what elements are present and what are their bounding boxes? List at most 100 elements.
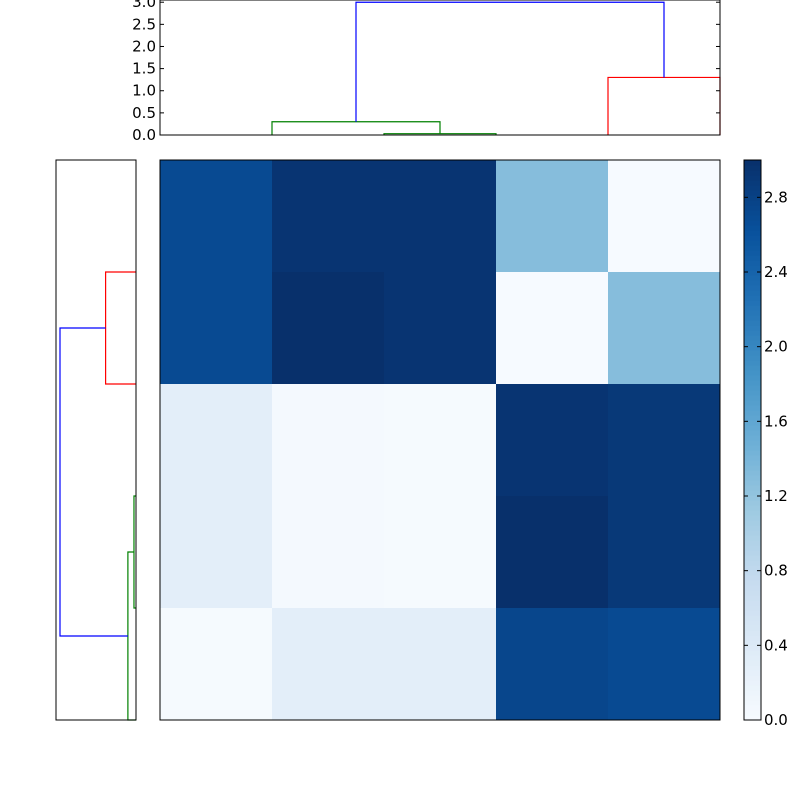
colorbar-step-30 xyxy=(744,565,761,571)
heatmap-cell-0-3 xyxy=(496,160,609,273)
colorbar-ticks: 0.0 0.4 0.8 1.2 1.6 2.0 2.4 2.8 xyxy=(744,188,788,729)
colorbar-step-51 xyxy=(744,460,761,466)
colorbar-step-93 xyxy=(744,250,761,256)
colorbar-step-26 xyxy=(744,585,761,591)
colorbar-step-74 xyxy=(744,345,761,351)
left-dendrogram-link-4 xyxy=(59,327,128,637)
colorbar-step-61 xyxy=(744,410,761,416)
colorbar-step-50 xyxy=(744,465,761,471)
colorbar-step-5 xyxy=(744,690,761,696)
colorbar-step-80 xyxy=(744,315,761,321)
colorbar-step-19 xyxy=(744,620,761,626)
heatmap-cell-4-3 xyxy=(496,608,609,721)
colorbar-step-88 xyxy=(744,275,761,281)
colorbar-step-16 xyxy=(744,635,761,641)
heatmap-cell-2-4 xyxy=(608,384,721,497)
colorbar-step-92 xyxy=(744,255,761,261)
colorbar-step-10 xyxy=(744,665,761,671)
heatmap-cell-2-3 xyxy=(496,384,609,497)
colorbar-tick-label-1: 0.4 xyxy=(764,636,788,654)
colorbar-step-67 xyxy=(744,380,761,386)
colorbar-tick-label-5: 2.0 xyxy=(764,338,788,356)
colorbar-step-111 xyxy=(744,160,761,166)
heatmap-cells xyxy=(160,160,721,721)
colorbar-step-58 xyxy=(744,425,761,431)
colorbar-tick-label-3: 1.2 xyxy=(764,487,788,505)
top-dendrogram: 0.0 0.5 1.0 1.5 2.0 2.5 3.0 xyxy=(132,0,721,144)
colorbar-step-100 xyxy=(744,215,761,221)
colorbar-step-2 xyxy=(744,705,761,711)
top-dendrogram-y-axis: 0.0 0.5 1.0 1.5 2.0 2.5 3.0 xyxy=(132,0,720,144)
colorbar-step-6 xyxy=(744,685,761,691)
colorbar-step-82 xyxy=(744,305,761,311)
top-y-tick-label-0: 0.0 xyxy=(132,126,156,144)
colorbar-step-69 xyxy=(744,370,761,376)
left-dendrogram xyxy=(55,159,137,721)
colorbar-step-43 xyxy=(744,500,761,506)
colorbar-step-1 xyxy=(744,710,761,716)
heatmap-cell-0-0 xyxy=(160,160,273,273)
colorbar-step-25 xyxy=(744,590,761,596)
heatmap-cell-1-1 xyxy=(272,272,385,385)
colorbar-step-33 xyxy=(744,550,761,556)
colorbar-step-81 xyxy=(744,310,761,316)
colorbar-step-8 xyxy=(744,675,761,681)
colorbar: 0.0 0.4 0.8 1.2 1.6 2.0 2.4 2.8 xyxy=(743,159,788,729)
colorbar-step-27 xyxy=(744,580,761,586)
colorbar-step-46 xyxy=(744,485,761,491)
colorbar-step-36 xyxy=(744,535,761,541)
colorbar-step-23 xyxy=(744,600,761,606)
heatmap-cell-3-4 xyxy=(608,496,721,609)
colorbar-step-73 xyxy=(744,350,761,356)
colorbar-step-79 xyxy=(744,320,761,326)
colorbar-step-45 xyxy=(744,490,761,496)
colorbar-step-3 xyxy=(744,700,761,706)
colorbar-step-31 xyxy=(744,560,761,566)
top-y-tick-label-6: 3.0 xyxy=(132,0,156,11)
heatmap-cell-0-4 xyxy=(608,160,721,273)
colorbar-step-99 xyxy=(744,220,761,226)
colorbar-step-97 xyxy=(744,230,761,236)
colorbar-step-15 xyxy=(744,640,761,646)
heatmap-cell-1-0 xyxy=(160,272,273,385)
heatmap-cell-2-2 xyxy=(384,384,497,497)
colorbar-step-47 xyxy=(744,480,761,486)
heatmap-cell-2-1 xyxy=(272,384,385,497)
heatmap-cell-0-2 xyxy=(384,160,497,273)
colorbar-step-85 xyxy=(744,290,761,296)
colorbar-tick-label-0: 0.0 xyxy=(764,711,788,729)
colorbar-step-98 xyxy=(744,225,761,231)
top-dendrogram-frame xyxy=(159,0,721,136)
colorbar-step-75 xyxy=(744,340,761,346)
heatmap-cell-0-1 xyxy=(272,160,385,273)
heatmap-frame xyxy=(159,159,721,721)
colorbar-step-35 xyxy=(744,540,761,546)
colorbar-step-52 xyxy=(744,455,761,461)
colorbar-step-68 xyxy=(744,375,761,381)
colorbar-step-91 xyxy=(744,260,761,266)
colorbar-step-64 xyxy=(744,395,761,401)
heatmap-cell-4-2 xyxy=(384,608,497,721)
colorbar-tick-label-4: 1.6 xyxy=(764,412,788,430)
heatmap-cell-4-4 xyxy=(608,608,721,721)
colorbar-step-41 xyxy=(744,510,761,516)
colorbar-step-55 xyxy=(744,440,761,446)
colorbar-step-105 xyxy=(744,190,761,196)
colorbar-step-104 xyxy=(744,195,761,201)
colorbar-step-44 xyxy=(744,495,761,501)
heatmap xyxy=(159,159,721,721)
heatmap-cell-4-1 xyxy=(272,608,385,721)
heatmap-cell-1-3 xyxy=(496,272,609,385)
colorbar-step-63 xyxy=(744,400,761,406)
colorbar-step-54 xyxy=(744,445,761,451)
heatmap-cell-3-3 xyxy=(496,496,609,609)
top-y-tick-label-1: 0.5 xyxy=(132,104,156,122)
colorbar-step-95 xyxy=(744,240,761,246)
heatmap-cell-1-4 xyxy=(608,272,721,385)
colorbar-step-0 xyxy=(744,715,761,721)
left-dendrogram-frame xyxy=(55,159,137,721)
colorbar-gradient xyxy=(744,160,761,721)
colorbar-step-103 xyxy=(744,200,761,206)
colorbar-step-12 xyxy=(744,655,761,661)
colorbar-step-66 xyxy=(744,385,761,391)
